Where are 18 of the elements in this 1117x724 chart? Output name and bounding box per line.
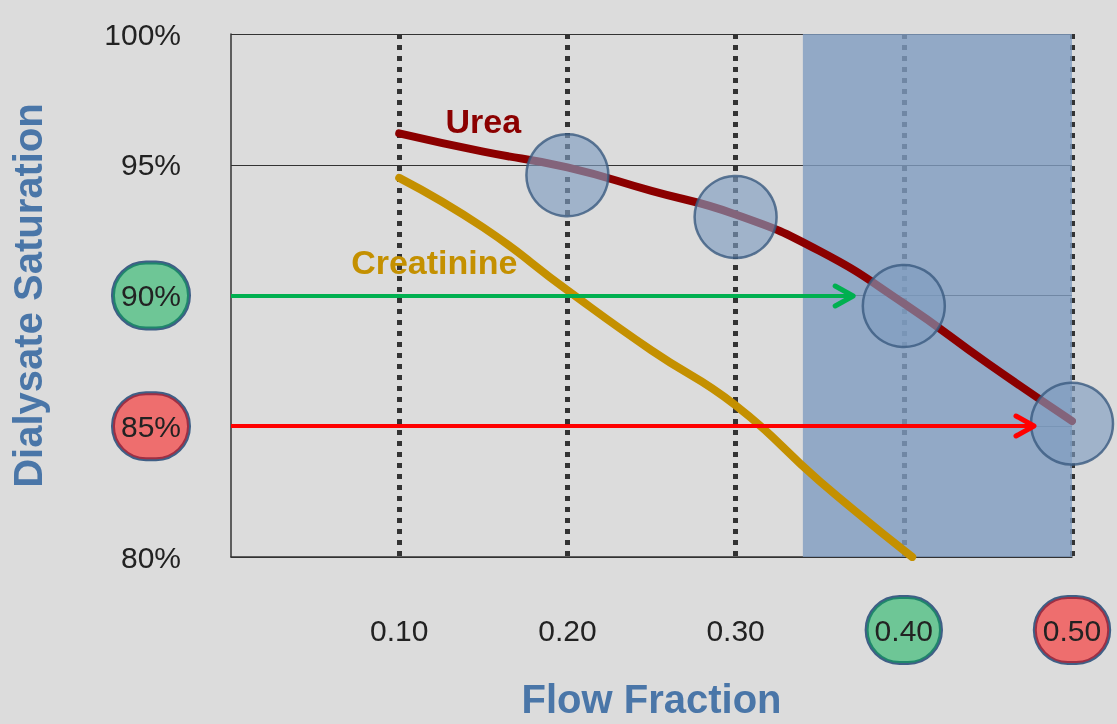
y-tick-label: 95% [120,148,181,182]
point [525,132,610,218]
x-tick-label: 0.10 [370,613,429,647]
point [693,174,778,260]
y-axis-title: Dialysate Saturation [6,103,50,488]
series-label: Urea [445,101,523,140]
x-tick-label: 0.20 [538,613,597,647]
point [861,263,947,349]
x-tick-label: 0.40 [874,613,933,647]
y-tick-label: 80% [120,540,181,574]
point [1029,381,1115,466]
x-tick-label: 0.50 [1042,613,1102,647]
x-axis-title: Flow Fraction [521,677,782,721]
y-tick-label: 90% [120,279,181,312]
series-label: Creatinine [351,243,518,282]
x-tick-label: 0.30 [706,613,765,647]
y-tick-label: 100% [104,17,181,51]
y-tick-label: 85% [120,409,181,443]
